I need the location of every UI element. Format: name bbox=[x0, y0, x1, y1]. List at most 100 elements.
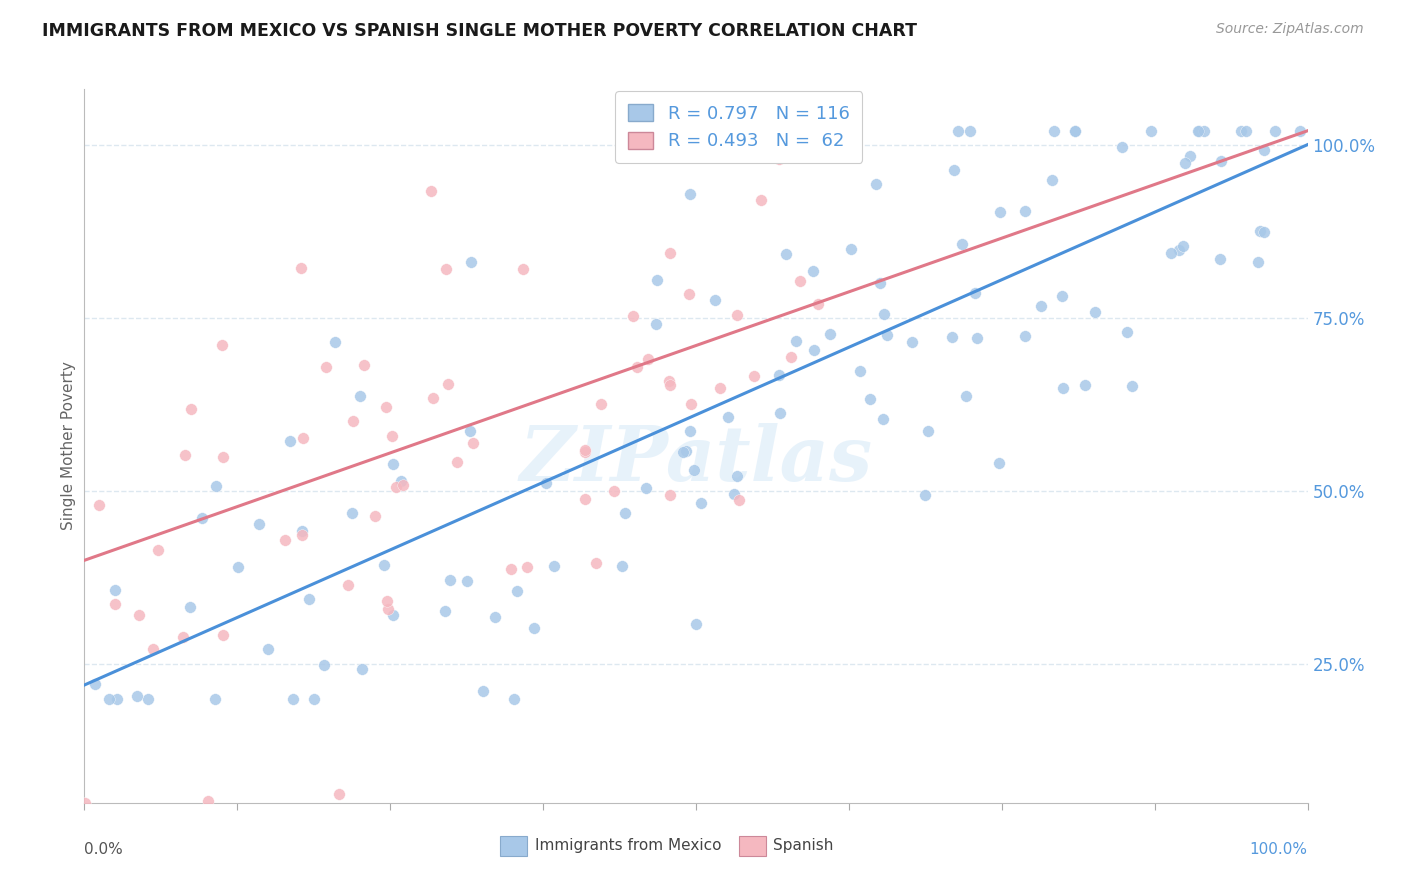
Point bbox=[128, 607, 150, 622]
Text: 100.0%: 100.0% bbox=[1250, 842, 1308, 856]
Point bbox=[901, 334, 924, 349]
Point bbox=[1249, 224, 1271, 238]
Point bbox=[179, 600, 201, 615]
Point bbox=[1211, 153, 1233, 168]
Point bbox=[865, 178, 887, 192]
Point bbox=[523, 621, 546, 635]
Point bbox=[769, 406, 792, 420]
Point bbox=[212, 628, 235, 642]
Point bbox=[247, 516, 270, 531]
Point bbox=[658, 377, 681, 392]
Point bbox=[373, 558, 395, 573]
Point bbox=[955, 389, 977, 403]
Point bbox=[917, 424, 939, 438]
Point bbox=[291, 528, 314, 542]
Point bbox=[375, 594, 398, 608]
Point bbox=[727, 308, 749, 322]
Text: Spanish: Spanish bbox=[773, 838, 834, 853]
Point bbox=[1209, 252, 1232, 267]
Point bbox=[959, 124, 981, 138]
Point bbox=[807, 296, 830, 310]
Point bbox=[342, 414, 364, 428]
Point bbox=[689, 496, 711, 510]
Point bbox=[385, 480, 408, 494]
Point bbox=[337, 578, 360, 592]
Point bbox=[1187, 124, 1209, 138]
Point bbox=[1192, 124, 1215, 138]
Point bbox=[471, 684, 494, 698]
Point bbox=[585, 556, 607, 570]
Point bbox=[872, 412, 894, 426]
Point bbox=[589, 397, 612, 411]
Point bbox=[312, 657, 335, 672]
Point bbox=[389, 474, 412, 488]
Point bbox=[1043, 124, 1066, 138]
Point bbox=[679, 424, 702, 438]
Point bbox=[463, 435, 485, 450]
Point bbox=[446, 455, 468, 469]
Point bbox=[1074, 378, 1097, 392]
Point bbox=[436, 377, 458, 392]
Point bbox=[709, 381, 731, 395]
Point bbox=[943, 162, 966, 177]
Point bbox=[1052, 288, 1074, 302]
Point bbox=[1234, 124, 1257, 138]
Point bbox=[1111, 140, 1133, 154]
Point bbox=[1064, 124, 1087, 138]
Point bbox=[105, 691, 128, 706]
Point bbox=[1014, 203, 1036, 218]
Point bbox=[636, 481, 658, 495]
Y-axis label: Single Mother Poverty: Single Mother Poverty bbox=[60, 361, 76, 531]
Point bbox=[946, 124, 969, 138]
Point bbox=[658, 488, 681, 502]
Point bbox=[75, 796, 97, 810]
Point bbox=[785, 334, 807, 349]
Point bbox=[503, 691, 526, 706]
Point bbox=[659, 245, 682, 260]
Point bbox=[574, 491, 596, 506]
Point bbox=[1160, 246, 1182, 260]
Point bbox=[685, 617, 707, 632]
Point bbox=[499, 562, 522, 576]
Point bbox=[683, 463, 706, 477]
Point bbox=[859, 392, 882, 407]
Point bbox=[422, 392, 444, 406]
Point bbox=[433, 603, 456, 617]
Text: Source: ZipAtlas.com: Source: ZipAtlas.com bbox=[1216, 22, 1364, 37]
Point bbox=[349, 389, 371, 403]
Point bbox=[350, 662, 373, 676]
Point bbox=[1116, 325, 1139, 339]
Point bbox=[543, 558, 565, 573]
Point bbox=[672, 445, 695, 459]
Point bbox=[1178, 148, 1201, 162]
Point bbox=[273, 533, 295, 547]
Point bbox=[292, 431, 315, 445]
Point bbox=[197, 794, 219, 808]
Point bbox=[458, 424, 481, 438]
Point bbox=[768, 152, 790, 166]
Point bbox=[1171, 238, 1194, 252]
Point bbox=[1029, 299, 1052, 313]
Point bbox=[725, 468, 748, 483]
Point bbox=[1014, 328, 1036, 343]
Point bbox=[1140, 124, 1163, 138]
Point bbox=[180, 401, 202, 416]
Point bbox=[1247, 255, 1270, 269]
Point bbox=[1168, 243, 1191, 257]
Point bbox=[211, 338, 233, 352]
Point bbox=[801, 264, 824, 278]
Point bbox=[675, 444, 697, 458]
Point bbox=[749, 193, 772, 207]
Point bbox=[679, 397, 702, 411]
Point bbox=[574, 443, 596, 458]
Point bbox=[876, 327, 898, 342]
Point bbox=[506, 584, 529, 599]
Point bbox=[204, 479, 226, 493]
Point bbox=[512, 261, 534, 276]
Legend: R = 0.797   N = 116, R = 0.493   N =  62: R = 0.797 N = 116, R = 0.493 N = 62 bbox=[616, 91, 862, 163]
Point bbox=[377, 601, 399, 615]
Point bbox=[966, 330, 988, 344]
Point bbox=[603, 484, 626, 499]
Point bbox=[125, 689, 148, 703]
Point bbox=[392, 478, 415, 492]
